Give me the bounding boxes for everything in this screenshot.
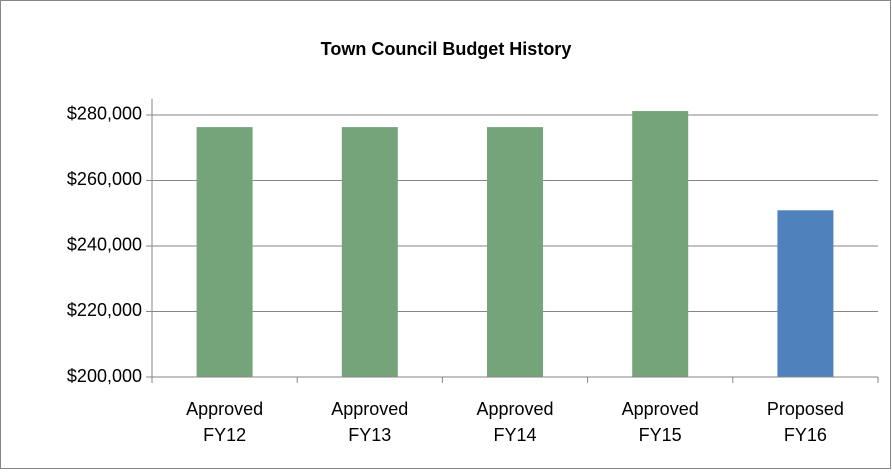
y-tick-label: $200,000 <box>67 366 142 386</box>
x-tick-label: Proposed FY16 <box>767 399 844 445</box>
y-tick-label: $240,000 <box>67 235 142 255</box>
bar <box>777 210 834 377</box>
y-tick-label: $260,000 <box>67 169 142 189</box>
x-tick-label: Approved FY15 <box>622 399 699 445</box>
bar <box>196 127 253 377</box>
x-tick-label: Approved FY12 <box>186 399 263 445</box>
bar <box>341 127 398 377</box>
bar <box>632 111 689 378</box>
x-tick-label: Approved FY14 <box>476 399 553 445</box>
bar <box>487 127 543 377</box>
y-tick-label: $280,000 <box>67 104 142 124</box>
chart-title: Town Council Budget History <box>321 39 572 59</box>
x-tick-label: Approved FY13 <box>331 399 408 445</box>
y-tick-label: $220,000 <box>67 300 142 320</box>
